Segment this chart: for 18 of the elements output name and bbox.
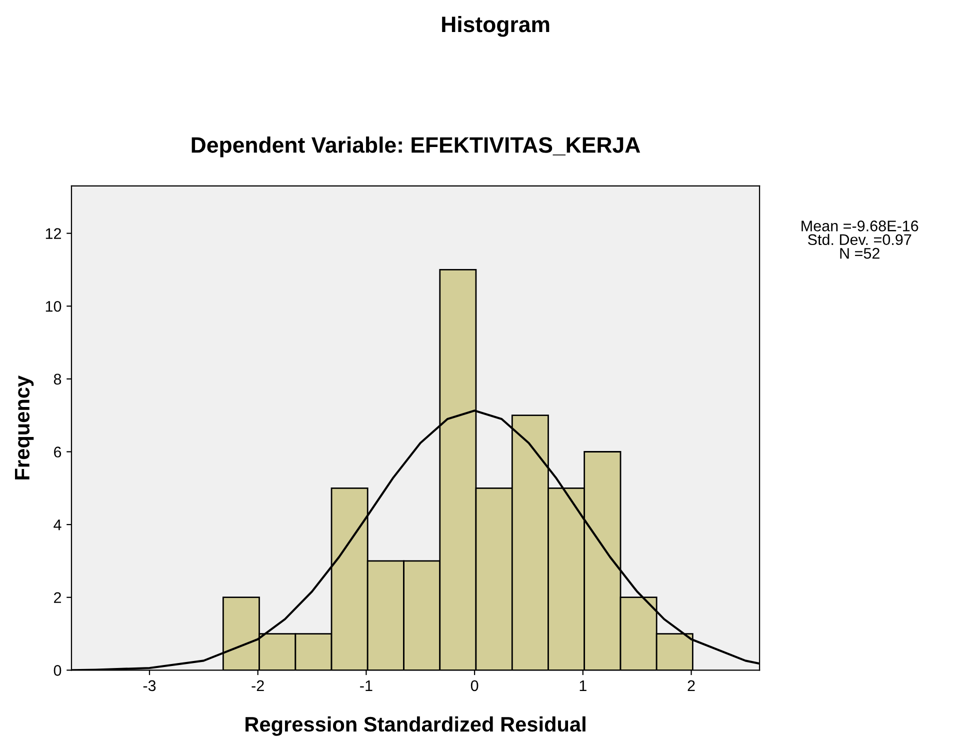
y-tick-label: 4: [54, 520, 62, 530]
y-tick-label: 2: [54, 592, 61, 603]
x-tick-label: 1: [580, 680, 586, 691]
x-tick-label: -3: [143, 680, 156, 692]
x-tick-label: -2: [252, 680, 264, 691]
text: Mean =-9.68E-16 Std. Dev. =0.97 N =52: [802, 220, 918, 259]
chart-title: Histogram: [442, 16, 550, 37]
x-tick-label: -1: [360, 680, 372, 691]
y-tick-label: 8: [54, 374, 62, 385]
y-axis-title: Frequency: [14, 376, 34, 480]
chart-subtitle: Dependent Variable: EFEKTIVITAS_KERJA: [192, 136, 640, 158]
y-tick-label: 6: [54, 446, 62, 458]
y-tick-label: 0: [54, 665, 62, 676]
x-tick-label: 2: [688, 680, 695, 691]
y-tick-label: 10: [46, 300, 62, 312]
x-tick-label: 0: [470, 680, 478, 692]
x-axis-title: Regression Standardized Residual: [246, 716, 586, 736]
y-tick-label: 12: [46, 228, 61, 239]
